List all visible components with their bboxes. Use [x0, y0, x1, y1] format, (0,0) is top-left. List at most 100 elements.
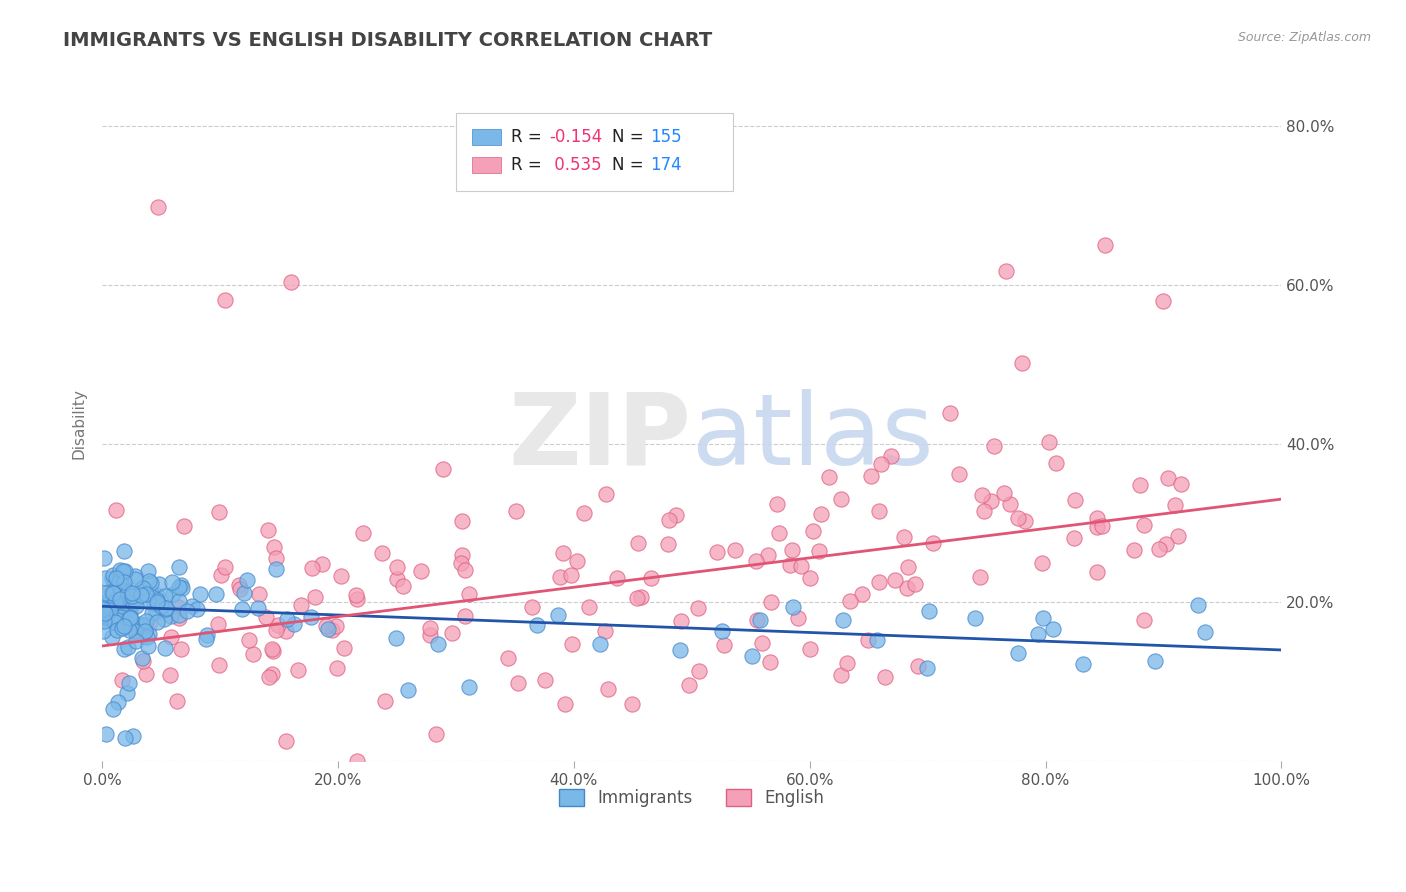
English: [287, 664, 309, 678]
English: [1094, 238, 1116, 252]
Immigrants: [111, 605, 134, 619]
Text: ZIP: ZIP: [509, 389, 692, 486]
Immigrants: [120, 606, 142, 620]
English: [869, 457, 891, 471]
Immigrants: [526, 618, 548, 632]
Immigrants: [107, 612, 129, 626]
Immigrants: [121, 591, 143, 606]
English: [451, 515, 474, 529]
English: [458, 587, 481, 601]
Immigrants: [114, 583, 136, 598]
Text: IMMIGRANTS VS ENGLISH DISABILITY CORRELATION CHART: IMMIGRANTS VS ENGLISH DISABILITY CORRELA…: [63, 31, 713, 50]
Immigrants: [108, 615, 131, 629]
Immigrants: [98, 603, 121, 617]
English: [411, 564, 433, 578]
English: [1133, 613, 1156, 627]
English: [904, 577, 927, 591]
English: [228, 578, 250, 592]
English: [970, 488, 993, 502]
Text: Source: ZipAtlas.com: Source: ZipAtlas.com: [1237, 31, 1371, 45]
Immigrants: [125, 599, 148, 613]
Immigrants: [101, 631, 124, 645]
English: [565, 554, 588, 568]
Immigrants: [114, 564, 136, 578]
English: [713, 638, 735, 652]
Immigrants: [120, 597, 142, 611]
English: [830, 667, 852, 681]
Immigrants: [195, 628, 218, 642]
Immigrants: [589, 637, 612, 651]
English: [893, 530, 915, 544]
Immigrants: [105, 613, 128, 627]
English: [621, 697, 644, 711]
Immigrants: [118, 602, 141, 616]
Immigrants: [167, 560, 190, 574]
English: [146, 200, 169, 214]
Immigrants: [162, 587, 184, 601]
English: [1031, 556, 1053, 570]
English: [593, 624, 616, 639]
Immigrants: [108, 572, 131, 586]
English: [1157, 471, 1180, 485]
English: [626, 591, 648, 606]
Immigrants: [104, 571, 127, 585]
English: [111, 673, 134, 688]
Immigrants: [150, 599, 173, 614]
Immigrants: [832, 613, 855, 627]
Text: 155: 155: [651, 128, 682, 146]
English: [522, 599, 544, 614]
Immigrants: [145, 593, 167, 607]
Immigrants: [316, 622, 339, 636]
Immigrants: [741, 649, 763, 664]
English: [560, 568, 582, 582]
English: [706, 545, 728, 559]
Immigrants: [131, 650, 153, 665]
Immigrants: [111, 564, 134, 578]
Immigrants: [135, 615, 157, 629]
English: [264, 623, 287, 637]
English: [766, 497, 789, 511]
Immigrants: [138, 574, 160, 589]
Immigrants: [114, 607, 136, 621]
Immigrants: [131, 588, 153, 602]
English: [799, 642, 821, 657]
Immigrants: [124, 624, 146, 638]
English: [1163, 498, 1185, 512]
English: [596, 681, 619, 696]
English: [208, 504, 231, 518]
English: [276, 624, 298, 638]
English: [851, 587, 873, 601]
English: [1085, 565, 1108, 579]
English: [665, 508, 688, 522]
Immigrants: [108, 563, 131, 577]
English: [1063, 531, 1085, 545]
English: [247, 587, 270, 601]
Immigrants: [749, 613, 772, 627]
English: [640, 571, 662, 585]
English: [173, 519, 195, 533]
English: [678, 678, 700, 692]
English: [838, 594, 860, 608]
English: [1007, 511, 1029, 525]
English: [333, 640, 356, 655]
English: [939, 406, 962, 420]
English: [756, 548, 779, 562]
Immigrants: [170, 578, 193, 592]
English: [167, 599, 190, 614]
English: [810, 507, 832, 521]
Immigrants: [866, 632, 889, 647]
Immigrants: [125, 633, 148, 648]
Immigrants: [93, 596, 115, 610]
Immigrants: [1194, 625, 1216, 640]
Immigrants: [141, 588, 163, 602]
Immigrants: [100, 585, 122, 599]
Immigrants: [276, 612, 298, 626]
English: [859, 469, 882, 483]
Immigrants: [427, 637, 450, 651]
Text: N =: N =: [612, 128, 648, 146]
English: [170, 642, 193, 657]
English: [789, 559, 811, 574]
Immigrants: [112, 574, 135, 589]
English: [554, 697, 576, 711]
Immigrants: [1007, 646, 1029, 660]
